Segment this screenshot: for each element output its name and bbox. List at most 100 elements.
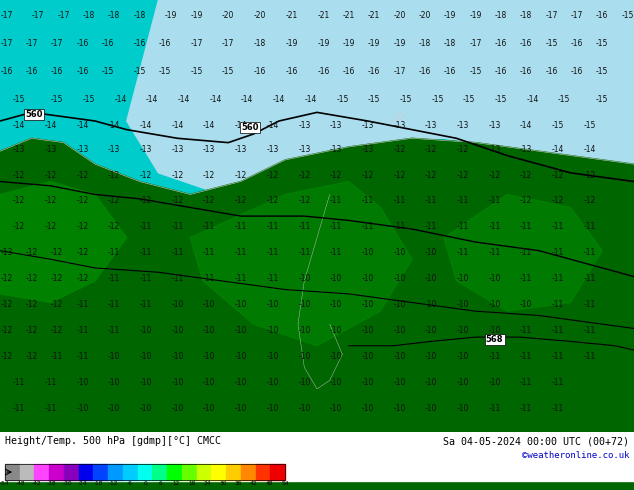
Text: -11: -11	[552, 352, 564, 361]
Text: -15: -15	[469, 67, 482, 76]
Text: -10: -10	[393, 404, 406, 413]
Text: -12: -12	[108, 196, 120, 205]
Text: -11: -11	[139, 248, 152, 257]
Text: -12: -12	[13, 222, 25, 231]
Text: -10: -10	[361, 378, 374, 387]
Text: -11: -11	[583, 300, 596, 309]
Text: -12: -12	[330, 171, 342, 179]
Bar	[34, 464, 49, 480]
Text: -10: -10	[330, 404, 342, 413]
Text: -20: -20	[418, 11, 431, 20]
Text: -18: -18	[108, 11, 120, 20]
Text: -17: -17	[469, 39, 482, 48]
Text: -11: -11	[552, 248, 564, 257]
Text: -10: -10	[139, 352, 152, 361]
Text: -10: -10	[425, 352, 437, 361]
Text: -12: -12	[425, 171, 437, 179]
Text: -10: -10	[361, 352, 374, 361]
Text: -15: -15	[545, 39, 558, 48]
Text: -11: -11	[361, 222, 374, 231]
Text: -16: -16	[285, 67, 298, 76]
Text: -20: -20	[254, 11, 266, 20]
Text: -18: -18	[520, 11, 533, 20]
Text: -17: -17	[51, 39, 63, 48]
Text: -16: -16	[596, 11, 609, 20]
Text: -10: -10	[456, 274, 469, 283]
Text: -10: -10	[393, 274, 406, 283]
Polygon shape	[0, 181, 127, 302]
Text: -14: -14	[235, 121, 247, 130]
Text: -11: -11	[488, 352, 501, 361]
Text: -11: -11	[583, 326, 596, 335]
Text: -18: -18	[254, 39, 266, 48]
Text: -10: -10	[425, 326, 437, 335]
Text: -14: -14	[178, 95, 190, 104]
Text: -10: -10	[361, 300, 374, 309]
Text: -13: -13	[361, 145, 374, 153]
Text: -16: -16	[520, 39, 533, 48]
Text: -13: -13	[361, 121, 374, 130]
Text: -10: -10	[108, 378, 120, 387]
Text: -11: -11	[488, 196, 501, 205]
Text: -12: -12	[25, 248, 38, 257]
Text: -11: -11	[456, 196, 469, 205]
Text: -12: -12	[456, 145, 469, 153]
Text: -16: -16	[444, 67, 456, 76]
Text: -11: -11	[520, 274, 533, 283]
Text: -18: -18	[495, 11, 507, 20]
Text: -12: -12	[235, 196, 247, 205]
Text: 24: 24	[204, 481, 211, 486]
Text: -10: -10	[76, 404, 89, 413]
Text: -10: -10	[235, 378, 247, 387]
Text: -12: -12	[25, 326, 38, 335]
Text: -11: -11	[13, 404, 25, 413]
Bar	[49, 464, 64, 480]
Text: -12: -12	[552, 171, 564, 179]
Text: -13: -13	[393, 121, 406, 130]
Text: -21: -21	[317, 11, 330, 20]
Text: -10: -10	[203, 300, 216, 309]
Text: -11: -11	[520, 326, 533, 335]
Text: -10: -10	[266, 326, 279, 335]
Text: -12: -12	[25, 352, 38, 361]
Text: -16: -16	[158, 39, 171, 48]
Text: -11: -11	[425, 196, 437, 205]
Text: -11: -11	[139, 274, 152, 283]
Text: -11: -11	[583, 222, 596, 231]
Text: -10: -10	[171, 352, 184, 361]
Text: 54: 54	[281, 481, 288, 486]
Text: -10: -10	[330, 378, 342, 387]
Text: -10: -10	[330, 326, 342, 335]
Text: -10: -10	[330, 274, 342, 283]
Polygon shape	[190, 181, 412, 346]
Text: -10: -10	[361, 248, 374, 257]
Text: -11: -11	[108, 326, 120, 335]
Text: -13: -13	[235, 145, 247, 153]
Text: -24: -24	[78, 481, 87, 486]
Text: -16: -16	[495, 39, 507, 48]
Text: -14: -14	[203, 121, 216, 130]
Text: -12: -12	[583, 171, 596, 179]
Text: -11: -11	[552, 300, 564, 309]
Text: -14: -14	[108, 121, 120, 130]
Text: -17: -17	[32, 11, 44, 20]
Text: -10: -10	[361, 326, 374, 335]
Text: -13: -13	[171, 145, 184, 153]
Text: -10: -10	[393, 248, 406, 257]
Text: -13: -13	[0, 248, 13, 257]
Polygon shape	[0, 138, 634, 432]
Text: -17: -17	[190, 39, 203, 48]
Text: -10: -10	[425, 274, 437, 283]
Text: -12: -12	[456, 171, 469, 179]
Text: -10: -10	[488, 274, 501, 283]
Text: Sa 04-05-2024 00:00 UTC (00+72): Sa 04-05-2024 00:00 UTC (00+72)	[443, 436, 629, 446]
Text: -12: -12	[520, 196, 533, 205]
Text: -14: -14	[44, 121, 57, 130]
Text: -12: -12	[235, 171, 247, 179]
Text: -19: -19	[469, 11, 482, 20]
Text: -17: -17	[0, 11, 13, 20]
Text: -14: -14	[209, 95, 222, 104]
Text: -10: -10	[330, 300, 342, 309]
Text: 568: 568	[486, 335, 503, 344]
Text: -10: -10	[235, 352, 247, 361]
